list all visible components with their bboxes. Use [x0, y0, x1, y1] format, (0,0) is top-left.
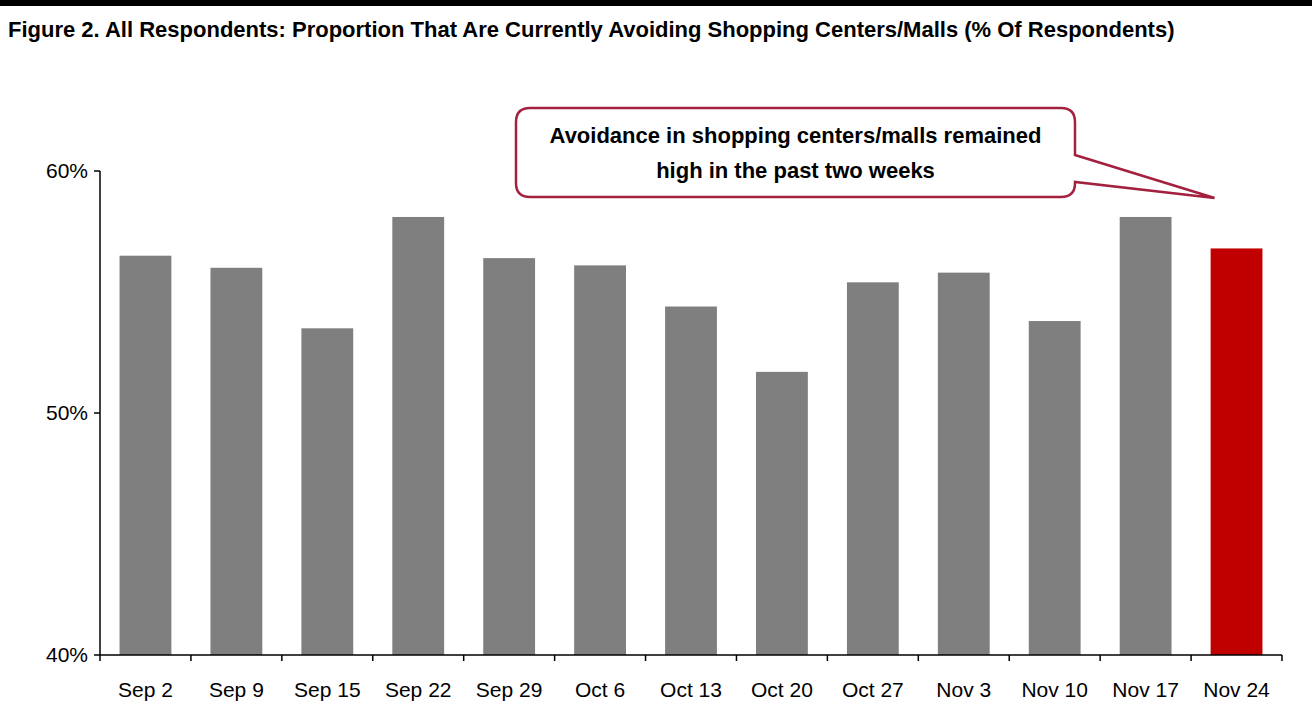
bar — [483, 258, 535, 655]
x-band-tick — [554, 655, 556, 661]
top-rule — [0, 0, 1312, 6]
x-band-tick — [827, 655, 829, 661]
x-band-tick — [372, 655, 374, 661]
x-band-tick — [281, 655, 283, 661]
x-band-tick — [736, 655, 738, 661]
bar — [756, 372, 808, 655]
bar — [120, 256, 172, 655]
bar — [938, 273, 990, 655]
x-tick-label: Oct 20 — [751, 678, 813, 701]
x-band-tick — [645, 655, 647, 661]
x-band-tick — [1099, 655, 1101, 661]
x-band-tick — [99, 655, 101, 661]
x-tick-label: Oct 27 — [842, 678, 904, 701]
chart-title: Figure 2. All Respondents: Proportion Th… — [8, 17, 1174, 42]
x-band-tick — [1281, 655, 1283, 661]
y-tick — [94, 412, 100, 414]
x-tick-label: Sep 15 — [294, 678, 361, 701]
x-axis-line — [100, 654, 1282, 656]
x-tick-label: Oct 6 — [575, 678, 625, 701]
bar — [1120, 217, 1172, 655]
x-tick-label: Sep 9 — [209, 678, 264, 701]
x-tick-label: Sep 29 — [476, 678, 543, 701]
x-band-tick — [918, 655, 920, 661]
chart-root: Figure 2. All Respondents: Proportion Th… — [0, 0, 1312, 716]
x-tick-label: Nov 17 — [1112, 678, 1179, 701]
bar — [1211, 248, 1263, 655]
y-tick — [94, 654, 100, 656]
x-band-tick — [190, 655, 192, 661]
x-tick-label: Sep 22 — [385, 678, 452, 701]
x-tick-label: Oct 13 — [660, 678, 722, 701]
x-tick-label: Nov 3 — [936, 678, 991, 701]
bar — [847, 282, 899, 655]
bars — [120, 217, 1263, 655]
bar — [574, 265, 626, 655]
annotation: Avoidance in shopping centers/malls rema… — [550, 123, 1042, 183]
y-tick — [94, 170, 100, 172]
bar — [210, 268, 262, 655]
bar — [665, 307, 717, 655]
x-band-tick — [1190, 655, 1192, 661]
x-band-tick — [1008, 655, 1010, 661]
bar — [301, 328, 353, 655]
y-tick-label: 40% — [46, 643, 88, 666]
x-tick-label: Nov 24 — [1203, 678, 1270, 701]
callout-box — [516, 108, 1215, 198]
x-tick-label: Nov 10 — [1021, 678, 1088, 701]
bar — [1029, 321, 1081, 655]
x-band-tick — [463, 655, 465, 661]
y-tick-label: 60% — [46, 159, 88, 182]
bar — [392, 217, 444, 655]
chart-svg: Figure 2. All Respondents: Proportion Th… — [0, 0, 1312, 716]
x-tick-label: Sep 2 — [118, 678, 173, 701]
y-tick-label: 50% — [46, 401, 88, 424]
